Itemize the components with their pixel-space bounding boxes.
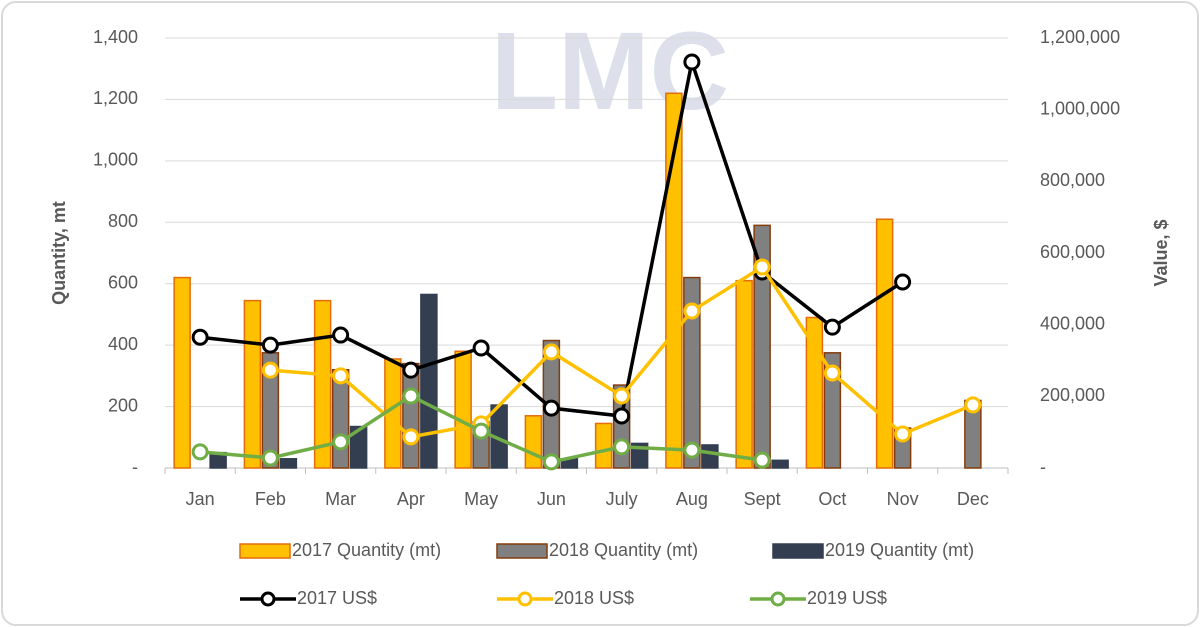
x-tick-label: Mar (325, 489, 356, 509)
legend-label: 2017 US$ (297, 588, 377, 608)
legend-label: 2019 Quantity (mt) (825, 540, 974, 560)
legend-label: 2017 Quantity (mt) (292, 540, 441, 560)
line-marker (615, 389, 629, 403)
chart: LMC Quantity, mt Value, $ -2004006008001… (0, 0, 1200, 627)
y-tick-label: 1,000 (93, 150, 138, 170)
line-marker (404, 430, 418, 444)
line-marker (474, 424, 488, 438)
x-tick-label: Apr (397, 489, 425, 509)
y2-tick-label: 1,200,000 (1040, 27, 1120, 47)
line-marker (966, 398, 980, 412)
legend-marker (519, 593, 531, 605)
line-marker (544, 345, 558, 359)
y2-tick-label: 800,000 (1040, 170, 1105, 190)
bar (702, 445, 718, 468)
legend-label: 2019 US$ (807, 588, 887, 608)
y-axis-title: Quantity, mt (49, 201, 69, 305)
bar (280, 459, 296, 468)
y2-tick-label: 600,000 (1040, 242, 1105, 262)
bar (596, 423, 612, 468)
line-marker (404, 389, 418, 403)
bar (315, 301, 331, 468)
y-tick-label: 800 (108, 211, 138, 231)
bar (333, 370, 349, 468)
x-tick-label: Jun (537, 489, 566, 509)
legend-label: 2018 Quantity (mt) (549, 540, 698, 560)
y-tick-label: 400 (108, 334, 138, 354)
bar (525, 416, 541, 468)
line-marker (685, 443, 699, 457)
bar (455, 351, 471, 468)
line-marker (755, 260, 769, 274)
line-marker (685, 304, 699, 318)
x-tick-label: Jan (186, 489, 215, 509)
line-marker (334, 435, 348, 449)
y2-tick-label: 400,000 (1040, 313, 1105, 333)
line-marker (544, 401, 558, 415)
line-marker (263, 451, 277, 465)
x-tick-label: Dec (957, 489, 989, 509)
x-tick-label: Oct (818, 489, 846, 509)
y2-tick-label: 1,000,000 (1040, 98, 1120, 118)
legend-label: 2018 US$ (554, 588, 634, 608)
bar (877, 219, 893, 468)
line-marker (263, 363, 277, 377)
line-marker (404, 363, 418, 377)
line-marker (615, 440, 629, 454)
x-tick-label: Feb (255, 489, 286, 509)
line-marker (825, 320, 839, 334)
y-tick-label: - (132, 457, 138, 477)
legend-swatch (240, 544, 290, 558)
x-tick-label: Sept (744, 489, 781, 509)
y2-tick-label: 200,000 (1040, 385, 1105, 405)
bar (174, 278, 190, 468)
bar (772, 460, 788, 468)
line-marker (685, 55, 699, 69)
legend-marker (772, 593, 784, 605)
bar (403, 364, 419, 468)
line-marker (474, 341, 488, 355)
y2-tick-label: - (1040, 457, 1046, 477)
y-tick-label: 600 (108, 272, 138, 292)
x-tick-label: July (606, 489, 638, 509)
y-tick-label: 1,400 (93, 27, 138, 47)
line-marker (615, 409, 629, 423)
x-tick-label: Aug (676, 489, 708, 509)
bar (385, 359, 401, 468)
line-marker (755, 453, 769, 467)
y-tick-label: 1,200 (93, 88, 138, 108)
x-tick-label: May (464, 489, 498, 509)
line-marker (544, 455, 558, 469)
y-tick-label: 200 (108, 395, 138, 415)
line-marker (263, 338, 277, 352)
bar (421, 294, 437, 468)
bar (244, 301, 260, 468)
legend-marker (262, 593, 274, 605)
line-marker (825, 366, 839, 380)
x-tick-label: Nov (887, 489, 919, 509)
line-marker (896, 275, 910, 289)
line-marker (334, 328, 348, 342)
line-marker (193, 330, 207, 344)
legend-swatch (497, 544, 547, 558)
line-marker (896, 427, 910, 441)
legend-swatch (773, 544, 823, 558)
line-marker (334, 369, 348, 383)
y2-axis-title: Value, $ (1151, 219, 1171, 286)
bar (736, 281, 752, 468)
line-marker (193, 445, 207, 459)
